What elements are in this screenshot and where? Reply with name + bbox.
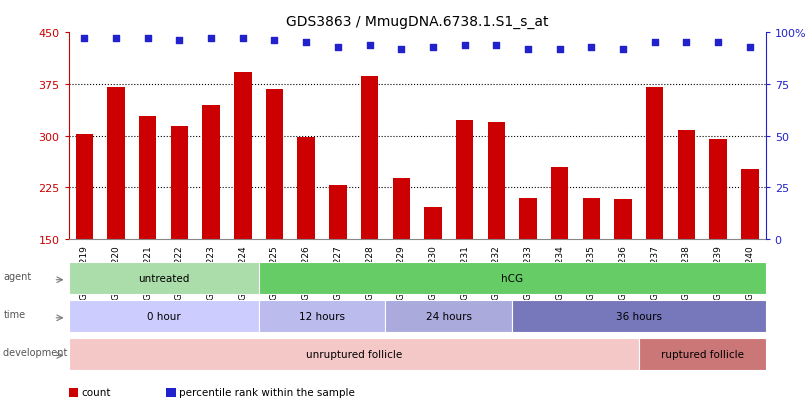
Bar [512,300,766,332]
Bar [646,88,663,240]
Bar [69,262,259,294]
Point [426,44,439,51]
Point [395,46,408,53]
Point [712,40,725,47]
Bar [583,198,600,240]
Point [78,36,91,43]
Text: 36 hours: 36 hours [616,311,662,321]
Text: 12 hours: 12 hours [299,311,345,321]
Bar [259,262,766,294]
Bar [456,121,473,240]
Bar [393,179,410,240]
Text: untreated: untreated [138,273,189,283]
Bar [709,140,727,240]
Bar [551,167,568,240]
Bar [424,207,442,240]
Bar [519,198,537,240]
Bar [742,169,758,240]
Point [205,36,218,43]
Point [331,44,344,51]
Bar [202,105,220,240]
Text: time: time [3,310,26,320]
Point [585,44,598,51]
Bar [69,388,78,397]
Text: 24 hours: 24 hours [426,311,472,321]
Bar [385,300,512,332]
Point [490,42,503,49]
Point [300,40,313,47]
Point [521,46,534,53]
Bar [329,186,347,240]
Point [110,36,123,43]
Bar [639,338,766,370]
Point [364,42,376,49]
Bar [361,77,378,240]
Point [458,42,471,49]
Bar [76,135,93,240]
Text: ruptured follicle: ruptured follicle [661,349,744,359]
Bar [234,73,251,240]
Text: unruptured follicle: unruptured follicle [305,349,402,359]
Text: agent: agent [3,272,31,282]
Bar [266,90,283,240]
Point [680,40,693,47]
Point [141,36,154,43]
Bar [171,127,188,240]
Text: percentile rank within the sample: percentile rank within the sample [179,387,355,397]
Text: development stage: development stage [3,347,98,357]
Point [617,46,629,53]
Text: count: count [82,387,111,397]
Bar [107,88,125,240]
Point [553,46,566,53]
Bar [166,388,176,397]
Point [648,40,661,47]
Bar [259,300,385,332]
Text: hCG: hCG [501,273,523,283]
Point [236,36,249,43]
Bar [488,123,505,240]
Point [173,38,186,45]
Bar [69,300,259,332]
Title: GDS3863 / MmugDNA.6738.1.S1_s_at: GDS3863 / MmugDNA.6738.1.S1_s_at [286,15,548,29]
Point [268,38,281,45]
Bar [614,199,632,240]
Bar [297,138,315,240]
Bar [139,117,156,240]
Text: 0 hour: 0 hour [147,311,181,321]
Point [743,44,756,51]
Bar [678,131,696,240]
Bar [69,338,639,370]
